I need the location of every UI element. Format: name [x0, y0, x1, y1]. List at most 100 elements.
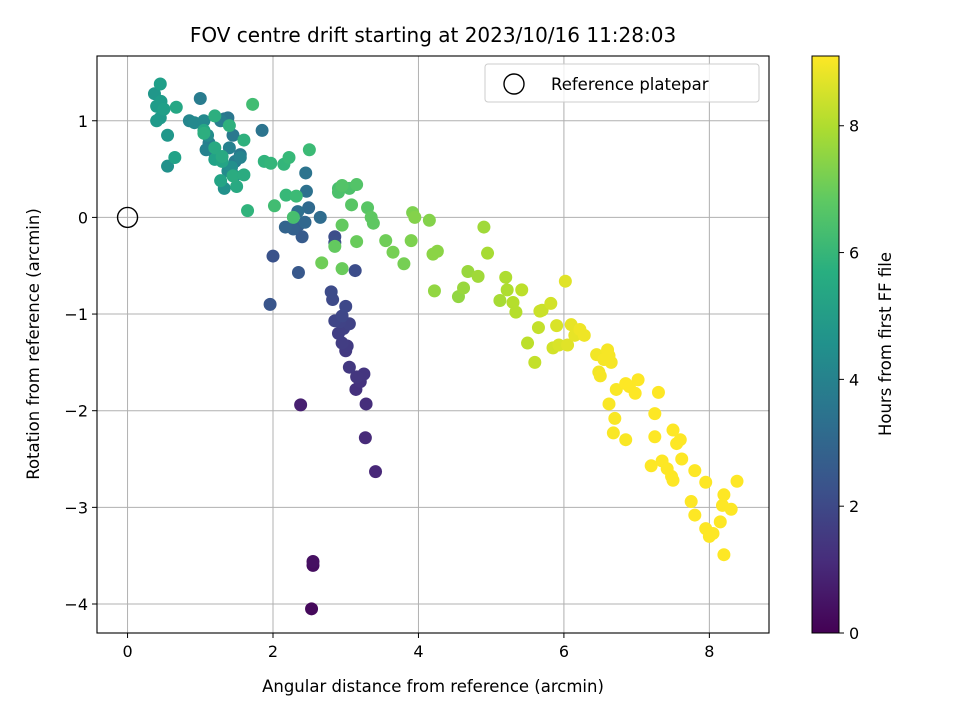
- data-point: [366, 216, 380, 230]
- data-point: [264, 156, 278, 170]
- data-point: [348, 264, 362, 278]
- colorbar-ticks: 0 2 4 6 8: [839, 117, 859, 643]
- data-point: [291, 265, 305, 279]
- data-point: [282, 150, 296, 164]
- data-point: [315, 256, 329, 270]
- y-axis-ticks: −4 −3 −2 −1 0 1: [64, 112, 97, 614]
- y-tick-label: −3: [64, 498, 88, 517]
- data-point: [222, 141, 236, 155]
- colorbar-tick-label: 4: [849, 370, 859, 389]
- data-point: [609, 382, 623, 396]
- data-point: [153, 77, 167, 91]
- data-point: [717, 488, 731, 502]
- data-point: [422, 213, 436, 227]
- data-point: [717, 548, 731, 562]
- data-point: [644, 459, 658, 473]
- data-point: [544, 296, 558, 310]
- x-tick-label: 2: [268, 642, 278, 661]
- data-point: [286, 210, 300, 224]
- data-point: [302, 143, 316, 157]
- data-point: [369, 465, 383, 479]
- x-tick-label: 8: [704, 642, 714, 661]
- data-point: [208, 109, 222, 123]
- data-point: [255, 123, 269, 137]
- data-point: [477, 220, 491, 234]
- data-point: [342, 360, 356, 374]
- data-point: [278, 220, 292, 234]
- data-point: [397, 257, 411, 271]
- data-point: [648, 407, 662, 421]
- data-point: [688, 464, 702, 478]
- data-point: [267, 199, 281, 213]
- y-tick-label: 0: [78, 208, 88, 227]
- data-point: [168, 150, 182, 164]
- x-axis-ticks: 0 2 4 6 8: [122, 633, 714, 661]
- reference-marker: [116, 206, 139, 229]
- y-axis-label: Rotation from reference (arcmin): [24, 208, 43, 480]
- data-point: [335, 179, 349, 193]
- data-point: [197, 114, 211, 128]
- data-point: [324, 285, 338, 299]
- data-point: [509, 305, 523, 319]
- data-point: [386, 245, 400, 259]
- data-point: [237, 133, 251, 147]
- data-point: [528, 355, 542, 369]
- data-point: [461, 265, 475, 279]
- data-point: [558, 274, 572, 288]
- data-point: [161, 128, 175, 142]
- colorbar-gradient: [811, 55, 840, 634]
- data-point: [345, 198, 359, 212]
- data-point: [339, 299, 353, 313]
- data-point: [302, 201, 316, 215]
- data-point: [561, 338, 575, 352]
- data-point: [404, 234, 418, 248]
- data-point: [161, 159, 175, 173]
- data-point: [157, 102, 171, 116]
- data-point: [619, 433, 633, 447]
- data-point: [593, 369, 607, 383]
- x-axis-label: Angular distance from reference (arcmin): [262, 677, 604, 696]
- data-point: [608, 411, 622, 425]
- x-tick-label: 6: [559, 642, 569, 661]
- data-point: [266, 249, 280, 263]
- data-point: [430, 244, 444, 258]
- colorbar-tick-label: 6: [849, 244, 859, 263]
- plot-area: [147, 77, 744, 616]
- grid: [97, 56, 769, 633]
- data-point: [289, 189, 303, 203]
- data-point: [306, 554, 320, 568]
- data-point: [684, 495, 698, 509]
- data-point: [531, 321, 545, 335]
- colorbar-tick-label: 0: [849, 624, 859, 643]
- data-point: [379, 234, 393, 248]
- data-point: [535, 303, 549, 317]
- data-point: [602, 349, 616, 363]
- data-point: [350, 370, 364, 384]
- legend: Reference platepar: [484, 63, 760, 103]
- data-point: [481, 246, 495, 260]
- data-point: [493, 294, 507, 308]
- data-point: [169, 100, 183, 114]
- colorbar-tick-label: 8: [849, 117, 859, 136]
- data-point: [214, 174, 228, 188]
- y-tick-label: −2: [64, 402, 88, 421]
- colorbar-tick-label: 2: [849, 497, 859, 516]
- colorbar: 0 2 4 6 8 Hours from first FF file: [811, 55, 895, 643]
- data-point: [226, 169, 240, 183]
- data-point: [241, 204, 255, 218]
- data-point: [294, 398, 308, 412]
- data-point: [730, 474, 744, 488]
- legend-entry-reference-platepar: Reference platepar: [551, 75, 709, 94]
- plot-frame: [96, 55, 770, 634]
- data-point: [233, 150, 247, 164]
- data-point: [631, 373, 645, 387]
- data-point: [628, 386, 642, 400]
- data-point: [457, 281, 471, 295]
- data-point: [666, 423, 680, 437]
- data-point: [335, 218, 349, 232]
- reference-platepar-point: [116, 206, 139, 229]
- data-point: [550, 319, 564, 333]
- data-point: [673, 433, 687, 447]
- data-point: [358, 431, 372, 445]
